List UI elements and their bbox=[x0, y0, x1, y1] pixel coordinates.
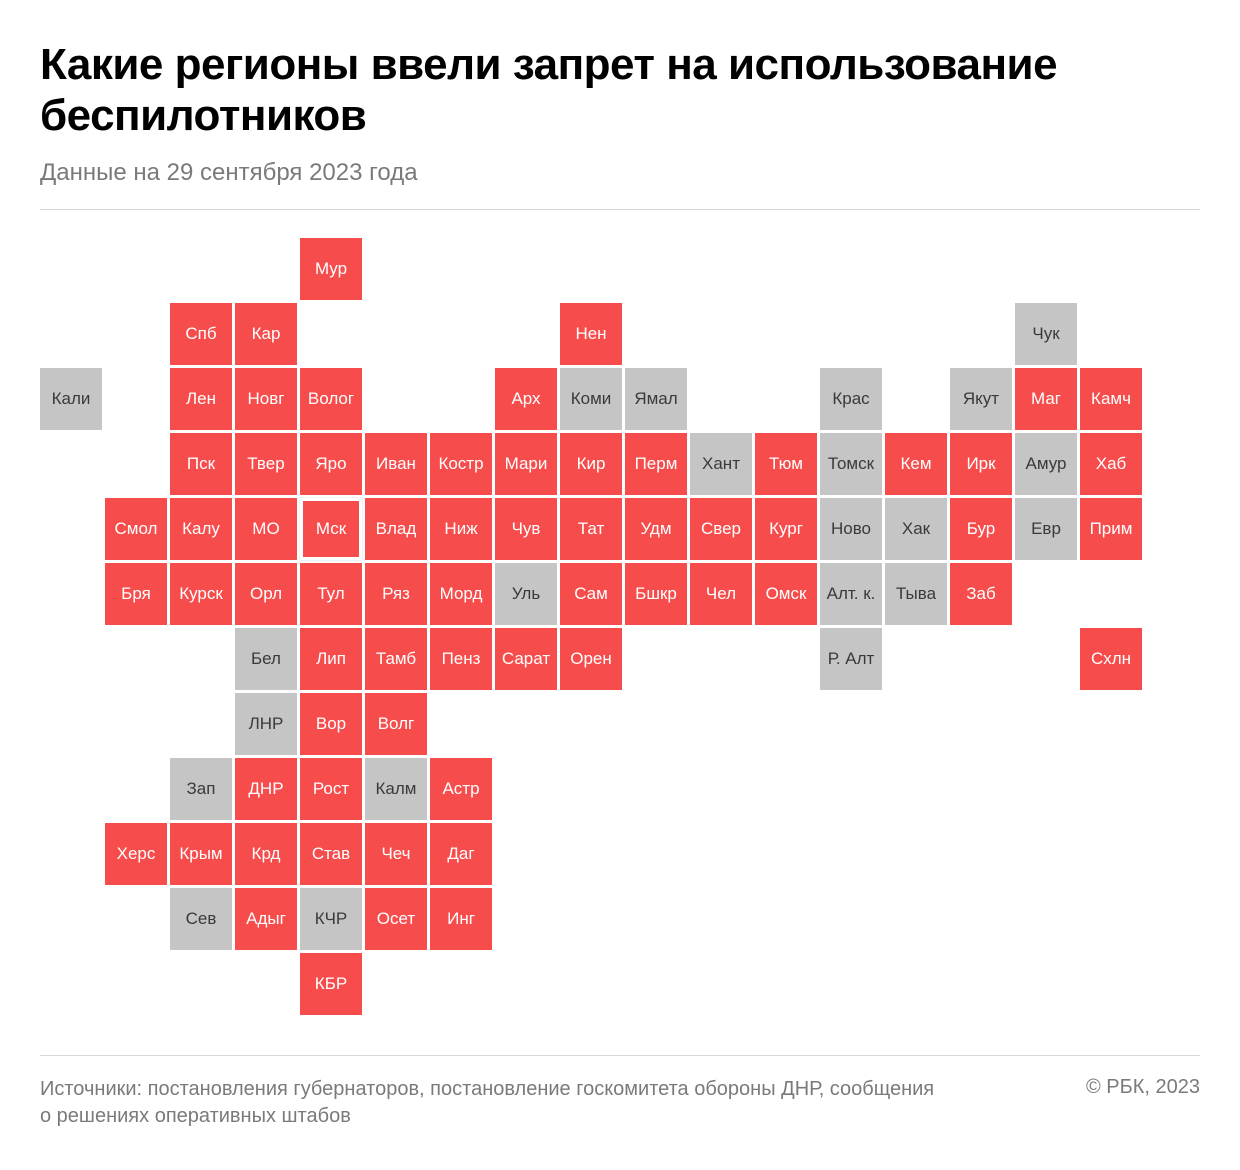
region-cell: Волг bbox=[365, 693, 427, 755]
region-cell: Яро bbox=[300, 433, 362, 495]
region-cell: Прим bbox=[1080, 498, 1142, 560]
region-cell: Рост bbox=[300, 758, 362, 820]
region-cell: Орл bbox=[235, 563, 297, 625]
region-cell: Инг bbox=[430, 888, 492, 950]
region-cell: Тат bbox=[560, 498, 622, 560]
region-cell: Осет bbox=[365, 888, 427, 950]
region-cell: Нен bbox=[560, 303, 622, 365]
region-cell: Ново bbox=[820, 498, 882, 560]
region-cell: Бур bbox=[950, 498, 1012, 560]
region-cell: Пск bbox=[170, 433, 232, 495]
region-cell: Калу bbox=[170, 498, 232, 560]
region-cell: Астр bbox=[430, 758, 492, 820]
region-cell: Тыва bbox=[885, 563, 947, 625]
region-cell: Маг bbox=[1015, 368, 1077, 430]
region-cell: Крд bbox=[235, 823, 297, 885]
region-cell: КБР bbox=[300, 953, 362, 1015]
region-cell: ЛНР bbox=[235, 693, 297, 755]
region-cell: Сарат bbox=[495, 628, 557, 690]
region-cell: Даг bbox=[430, 823, 492, 885]
region-cell: Амур bbox=[1015, 433, 1077, 495]
region-cell: Вор bbox=[300, 693, 362, 755]
region-cell: Крас bbox=[820, 368, 882, 430]
region-cell: Томск bbox=[820, 433, 882, 495]
region-cell: Херс bbox=[105, 823, 167, 885]
region-cell: Ниж bbox=[430, 498, 492, 560]
region-cell: Мари bbox=[495, 433, 557, 495]
region-cell: Сам bbox=[560, 563, 622, 625]
region-cell: Тамб bbox=[365, 628, 427, 690]
region-cell: Кем bbox=[885, 433, 947, 495]
region-cell: Твер bbox=[235, 433, 297, 495]
region-cell: Калм bbox=[365, 758, 427, 820]
region-cell: Мур bbox=[300, 238, 362, 300]
region-cell: Хант bbox=[690, 433, 752, 495]
region-cell: Волог bbox=[300, 368, 362, 430]
region-cell: Уль bbox=[495, 563, 557, 625]
region-cell: Арх bbox=[495, 368, 557, 430]
region-cell: Новг bbox=[235, 368, 297, 430]
region-cell: Спб bbox=[170, 303, 232, 365]
region-cell: Ряз bbox=[365, 563, 427, 625]
region-cell: Алт. к. bbox=[820, 563, 882, 625]
region-cell: Мск bbox=[300, 498, 362, 560]
region-cell: Курск bbox=[170, 563, 232, 625]
region-cell: Крым bbox=[170, 823, 232, 885]
region-cell: Заб bbox=[950, 563, 1012, 625]
region-cell: Чел bbox=[690, 563, 752, 625]
region-cell: МО bbox=[235, 498, 297, 560]
region-cell: Бшкр bbox=[625, 563, 687, 625]
region-cell: Лип bbox=[300, 628, 362, 690]
region-cell: Костр bbox=[430, 433, 492, 495]
region-cell: Коми bbox=[560, 368, 622, 430]
sources-text: Источники: постановления губернаторов, п… bbox=[40, 1076, 940, 1130]
region-cell: Влад bbox=[365, 498, 427, 560]
region-cell: Омск bbox=[755, 563, 817, 625]
region-cell: Кали bbox=[40, 368, 102, 430]
region-cell: Тюм bbox=[755, 433, 817, 495]
region-cell: Свер bbox=[690, 498, 752, 560]
region-cell: Ямал bbox=[625, 368, 687, 430]
region-cell: Камч bbox=[1080, 368, 1142, 430]
region-cell: Морд bbox=[430, 563, 492, 625]
region-cell: Евр bbox=[1015, 498, 1077, 560]
footer: Источники: постановления губернаторов, п… bbox=[40, 1055, 1200, 1130]
region-cell: КЧР bbox=[300, 888, 362, 950]
region-cell: Иван bbox=[365, 433, 427, 495]
credit-text: © РБК, 2023 bbox=[1086, 1076, 1200, 1099]
region-cell: Ирк bbox=[950, 433, 1012, 495]
region-cell: Кар bbox=[235, 303, 297, 365]
tilemap-container: Мур СпбКар Нен Чук Кали ЛенНовгВолог АрхКомиЯм… bbox=[40, 238, 1200, 1015]
region-cell: Чук bbox=[1015, 303, 1077, 365]
region-cell: Пенз bbox=[430, 628, 492, 690]
region-cell: Сев bbox=[170, 888, 232, 950]
region-cell: Бел bbox=[235, 628, 297, 690]
region-cell: Чув bbox=[495, 498, 557, 560]
region-cell: Адыг bbox=[235, 888, 297, 950]
region-cell: Орен bbox=[560, 628, 622, 690]
region-cell: Лен bbox=[170, 368, 232, 430]
region-cell: Удм bbox=[625, 498, 687, 560]
region-cell: Хаб bbox=[1080, 433, 1142, 495]
region-cell: Чеч bbox=[365, 823, 427, 885]
region-cell: Бря bbox=[105, 563, 167, 625]
region-cell: Кург bbox=[755, 498, 817, 560]
region-cell: ДНР bbox=[235, 758, 297, 820]
region-cell: Р. Алт bbox=[820, 628, 882, 690]
region-cell: Хак bbox=[885, 498, 947, 560]
tilemap: Мур СпбКар Нен Чук Кали ЛенНовгВолог АрхКомиЯм… bbox=[40, 238, 1200, 1015]
region-cell: Якут bbox=[950, 368, 1012, 430]
region-cell: Тул bbox=[300, 563, 362, 625]
region-cell: Кир bbox=[560, 433, 622, 495]
page-title: Какие регионы ввели запрет на использова… bbox=[40, 40, 1200, 141]
region-cell: Зап bbox=[170, 758, 232, 820]
region-cell: Смол bbox=[105, 498, 167, 560]
subtitle: Данные на 29 сентября 2023 года bbox=[40, 159, 1200, 187]
region-cell: Став bbox=[300, 823, 362, 885]
region-cell: Перм bbox=[625, 433, 687, 495]
divider-top bbox=[40, 209, 1200, 210]
region-cell: Схлн bbox=[1080, 628, 1142, 690]
